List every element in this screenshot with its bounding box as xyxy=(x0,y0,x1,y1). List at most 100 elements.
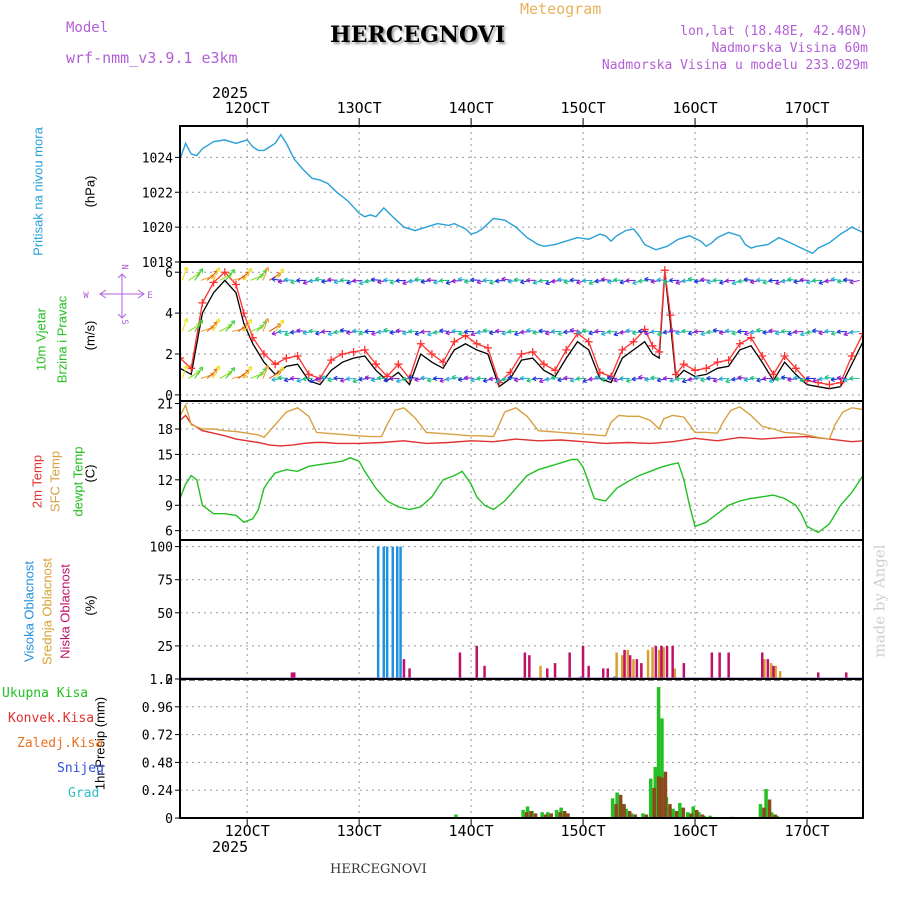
gust-marker xyxy=(825,380,834,389)
wind-arrow-head xyxy=(420,329,425,335)
wind-arrow-head xyxy=(780,328,785,334)
wind-arrow-head xyxy=(780,375,786,381)
bar-ukupna-kisa xyxy=(758,804,763,818)
wind-arrow-head xyxy=(644,376,649,383)
wind-arrow-head xyxy=(364,375,369,381)
legend-freezing-rain: Zaledj.Kisa xyxy=(17,736,104,751)
gust-marker xyxy=(758,352,767,361)
wind-arrow-head xyxy=(700,377,705,383)
wind-arrow-head xyxy=(532,330,537,336)
wind-arrow-head xyxy=(662,329,668,335)
bar-ukupna-kisa xyxy=(540,812,544,818)
bar-niska xyxy=(665,645,669,679)
wind-arrow-head xyxy=(426,377,432,383)
wind-arrow-head xyxy=(594,328,599,334)
bar-niska xyxy=(581,645,585,679)
bar-srednja xyxy=(778,671,782,679)
wind-arrow-head xyxy=(279,366,285,372)
wind-arrow xyxy=(849,330,860,334)
y-tick-label: 0.48 xyxy=(142,756,173,771)
wind-arrow-head xyxy=(575,329,581,336)
bar-ukupna-kisa xyxy=(775,815,779,818)
bar-konvek.kisa xyxy=(644,814,649,818)
gust-marker xyxy=(231,280,240,289)
wind-arrow-head xyxy=(183,266,189,272)
bar-konvek.kisa xyxy=(543,814,548,818)
wind-arrow-head xyxy=(687,376,692,382)
y-tick-label: 4 xyxy=(165,307,173,322)
wind-arrow xyxy=(206,321,218,332)
wind-arrow-head xyxy=(743,331,749,336)
bar-niska xyxy=(660,645,663,679)
wind-arrow-head xyxy=(308,328,313,334)
bar-niska xyxy=(458,652,462,679)
wind-arrow-head xyxy=(638,374,643,380)
lonlat-label: lon,lat (18.48E, 42.46N) xyxy=(680,24,868,39)
gust-marker xyxy=(847,352,856,361)
wind-arrow xyxy=(849,279,860,284)
wind-arrow-head xyxy=(377,279,382,285)
legend-hail: Grad xyxy=(68,786,100,801)
wind-arrow-head xyxy=(718,376,723,382)
wind-arrow-head xyxy=(836,329,841,335)
bar-niska xyxy=(718,652,721,679)
wind-arrow-head xyxy=(389,376,394,382)
wind-arrow xyxy=(268,272,282,281)
wind-arrow-head xyxy=(538,278,543,284)
bar-konvek.kisa xyxy=(558,812,562,818)
wind-arrow-head xyxy=(290,329,295,335)
wind-arrow-head xyxy=(749,329,754,335)
gust-marker xyxy=(528,347,537,356)
bar-konvek.kisa xyxy=(674,811,679,818)
bar-niska xyxy=(671,645,674,679)
wind-arrow xyxy=(188,272,201,281)
bar-ukupna-kisa xyxy=(660,718,664,818)
wind-arrow-head xyxy=(749,375,754,381)
wind-arrow xyxy=(237,322,250,332)
y-tick-label: 6 xyxy=(165,525,173,540)
wind-arrow-head xyxy=(538,328,543,334)
wind-arrow-head xyxy=(613,331,619,337)
wind-arrow xyxy=(275,366,284,379)
y-tick-label: 0 xyxy=(165,389,173,404)
x-tick-label-top: 17OCT xyxy=(784,99,829,117)
compass-e: E xyxy=(147,291,152,301)
bar-konvek.kisa xyxy=(767,799,772,818)
bar-ukupna-kisa xyxy=(686,812,690,818)
wind-arrow-head xyxy=(451,328,456,334)
wind-arrow-head xyxy=(650,375,655,381)
wind-arrow-head xyxy=(551,328,555,335)
bar-ukupna-kisa xyxy=(630,813,634,818)
wind-arrow-head xyxy=(327,277,332,283)
wind-arrow-head xyxy=(576,279,581,285)
series-line-pritisak xyxy=(180,133,863,255)
bar-srednja xyxy=(646,649,650,679)
gust-marker xyxy=(713,358,722,367)
wind-arrow-head xyxy=(774,330,780,336)
gust-marker xyxy=(248,333,257,342)
wind-arrow-head xyxy=(247,267,253,273)
wind-arrow-head xyxy=(631,376,636,382)
bar-konvek.kisa xyxy=(618,794,623,818)
y-tick-label: 0.96 xyxy=(142,701,173,716)
wind-arrow-head xyxy=(395,278,400,284)
wind-arrow-head xyxy=(271,376,276,383)
wind-arrow-head xyxy=(625,328,630,334)
wind-arrow-head xyxy=(625,378,631,383)
wind-arrow-head xyxy=(799,377,805,383)
wind-arrow-head xyxy=(321,375,326,381)
wind-arrow-head xyxy=(302,279,308,285)
gust-marker xyxy=(629,337,638,346)
bar-srednja xyxy=(632,659,635,679)
model-label: Model xyxy=(66,20,109,36)
wind-arrow-head xyxy=(514,331,519,337)
wind-arrow-head xyxy=(669,377,674,383)
wind-arrow-head xyxy=(662,375,667,381)
bar-niska xyxy=(682,663,686,679)
wind-arrow-head xyxy=(370,377,376,383)
wind-arrow-head xyxy=(433,279,438,285)
gust-marker xyxy=(304,370,313,379)
wind-arrow-head xyxy=(395,378,401,384)
wind-arrow-head xyxy=(420,279,425,285)
